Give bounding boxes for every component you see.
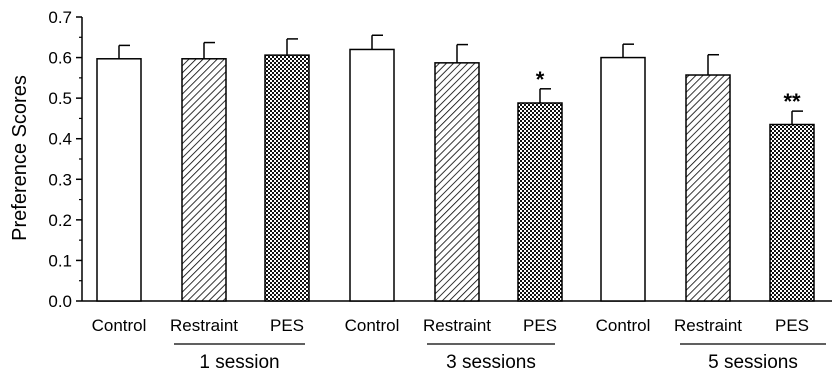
y-tick-label: 0.4: [48, 130, 72, 149]
group-label: 1 session: [199, 352, 279, 373]
group-label: 3 sessions: [446, 352, 536, 373]
y-axis-title: Preference Scores: [9, 75, 31, 241]
category-label: Control: [345, 316, 400, 335]
y-tick-label: 0.1: [48, 251, 72, 270]
y-tick-label: 0.5: [48, 89, 72, 108]
category-label: PES: [523, 316, 557, 335]
category-label: Restraint: [423, 316, 491, 335]
y-tick-label: 0.6: [48, 49, 72, 68]
bar: [181, 58, 227, 302]
category-label: PES: [775, 316, 809, 335]
bar: [96, 58, 142, 302]
bars: ***: [96, 34, 815, 302]
group-label: 5 sessions: [708, 352, 798, 373]
bar: [769, 123, 815, 302]
bar: [685, 74, 731, 302]
category-label: Restraint: [170, 316, 238, 335]
y-tick-label: 0.3: [48, 170, 72, 189]
bar: [349, 48, 395, 302]
significance-marker: *: [536, 67, 545, 92]
significance-marker: **: [783, 89, 801, 114]
category-label: Control: [92, 316, 147, 335]
y-tick-label: 0.0: [48, 292, 72, 311]
category-label: Restraint: [674, 316, 742, 335]
bar: [264, 54, 310, 302]
bar: [434, 62, 480, 302]
bar: [517, 102, 563, 302]
category-label: Control: [596, 316, 651, 335]
category-label: PES: [270, 316, 304, 335]
bar: [600, 56, 646, 302]
category-labels: Control Restraint PES 1 session Control Restr…: [92, 316, 826, 373]
y-tick-label: 0.7: [48, 8, 72, 27]
y-tick-label: 0.2: [48, 211, 72, 230]
